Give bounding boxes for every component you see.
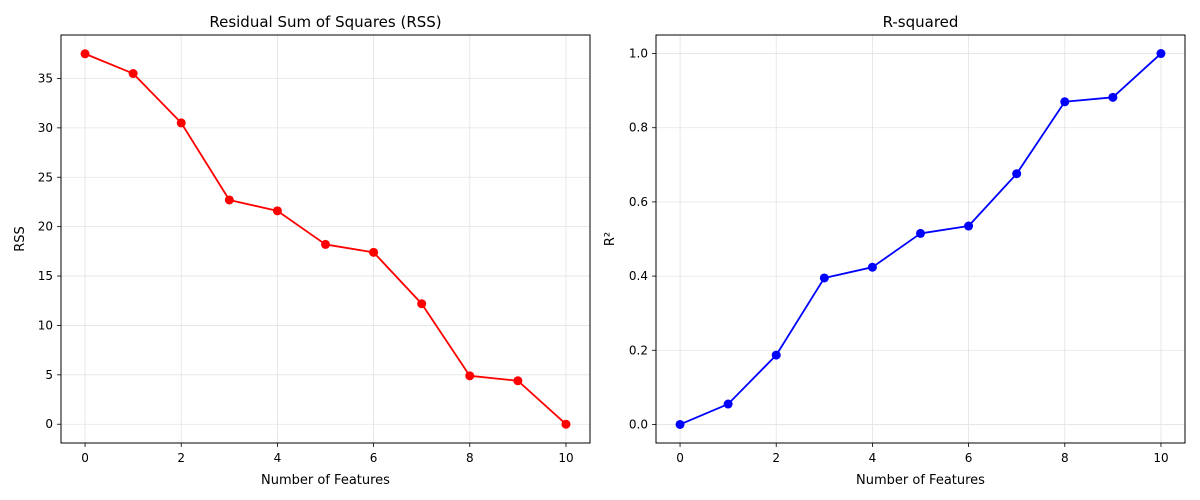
r-squared-x-tick-label: 10	[1153, 451, 1168, 465]
r-squared-y-tick-label: 0.8	[629, 121, 648, 135]
r-squared-data-point	[675, 419, 685, 429]
rss-x-tick-label: 6	[370, 451, 378, 465]
r-squared-ticks: 0 2 4 6 8 10 0.0 0.2 0.4 0.6 0.8 1.0	[629, 47, 1169, 465]
rss-data-point	[128, 69, 138, 79]
rss-x-tick-label: 0	[81, 451, 89, 465]
rss-y-tick-label: 35	[38, 71, 53, 85]
rss-x-axis-label: Number of Features	[261, 473, 390, 488]
rss-data-point	[465, 371, 475, 381]
rss-data-point	[513, 376, 523, 386]
rss-data-point	[321, 239, 330, 249]
r-squared-y-axis-label: R²	[603, 232, 618, 246]
r-squared-series	[675, 49, 1166, 429]
rss-y-axis-label: RSS	[13, 226, 28, 252]
rss-data-point	[417, 299, 427, 309]
r-squared-grid	[656, 35, 1185, 443]
r-squared-x-tick-label: 2	[772, 451, 780, 465]
rss-data-point	[561, 419, 571, 429]
rss-data-point	[176, 118, 186, 128]
r-squared-data-point	[771, 350, 781, 360]
rss-series	[80, 49, 571, 429]
r-squared-y-tick-label: 1.0	[629, 47, 648, 61]
r-squared-y-tick-label: 0.2	[629, 343, 648, 357]
r-squared-series-line	[679, 52, 1162, 426]
rss-y-tick-label: 20	[38, 220, 53, 234]
rss-data-point	[224, 195, 234, 205]
rss-panel: 0 2 4 6 8 10 0 5 10 15 20 25 30 35 Residual Sum of Sq…	[13, 13, 591, 488]
r-squared-y-tick-label: 0.6	[629, 195, 648, 209]
rss-title: Residual Sum of Squares (RSS)	[209, 13, 441, 31]
r-squared-data-point	[867, 262, 877, 272]
r-squared-data-point	[1012, 169, 1022, 179]
r-squared-data-point	[1108, 92, 1118, 102]
rss-y-tick-label: 30	[38, 121, 53, 135]
rss-data-point	[80, 49, 90, 59]
rss-x-tick-label: 4	[274, 451, 282, 465]
r-squared-data-point	[1156, 49, 1166, 59]
rss-x-tick-label: 10	[558, 451, 573, 465]
rss-y-tick-label: 25	[38, 170, 53, 184]
r-squared-x-tick-label: 0	[676, 451, 684, 465]
rss-grid	[61, 35, 590, 443]
rss-data-point	[272, 206, 282, 216]
r-squared-title: R-squared	[883, 13, 959, 31]
r-squared-x-tick-label: 4	[869, 451, 877, 465]
r-squared-data-point	[964, 221, 974, 231]
r-squared-data-point	[916, 228, 925, 238]
r-squared-panel: 0 2 4 6 8 10 0.0 0.2 0.4 0.6 0.8 1.0 R-squared Numb…	[603, 13, 1186, 488]
rss-x-tick-label: 8	[466, 451, 474, 465]
r-squared-plot-frame	[655, 34, 1186, 444]
r-squared-y-tick-label: 0.4	[629, 269, 648, 283]
r-squared-x-tick-label: 6	[965, 451, 973, 465]
rss-data-point	[369, 247, 379, 257]
r-squared-data-point	[819, 273, 829, 283]
rss-y-tick-label: 15	[38, 269, 53, 283]
r-squared-x-axis-label: Number of Features	[856, 473, 985, 488]
r-squared-y-tick-label: 0.0	[629, 417, 648, 431]
rss-x-tick-label: 2	[177, 451, 185, 465]
rss-ticks: 0 2 4 6 8 10 0 5 10 15 20 25 30 35	[38, 71, 574, 465]
rss-plot-frame	[60, 34, 591, 444]
rss-series-line	[84, 52, 567, 425]
r-squared-data-point	[723, 399, 733, 409]
r-squared-data-point	[1060, 97, 1070, 107]
rss-y-tick-label: 5	[45, 368, 53, 382]
rss-y-tick-label: 10	[38, 318, 53, 332]
r-squared-x-tick-label: 8	[1061, 451, 1069, 465]
rss-y-tick-label: 0	[45, 417, 53, 431]
